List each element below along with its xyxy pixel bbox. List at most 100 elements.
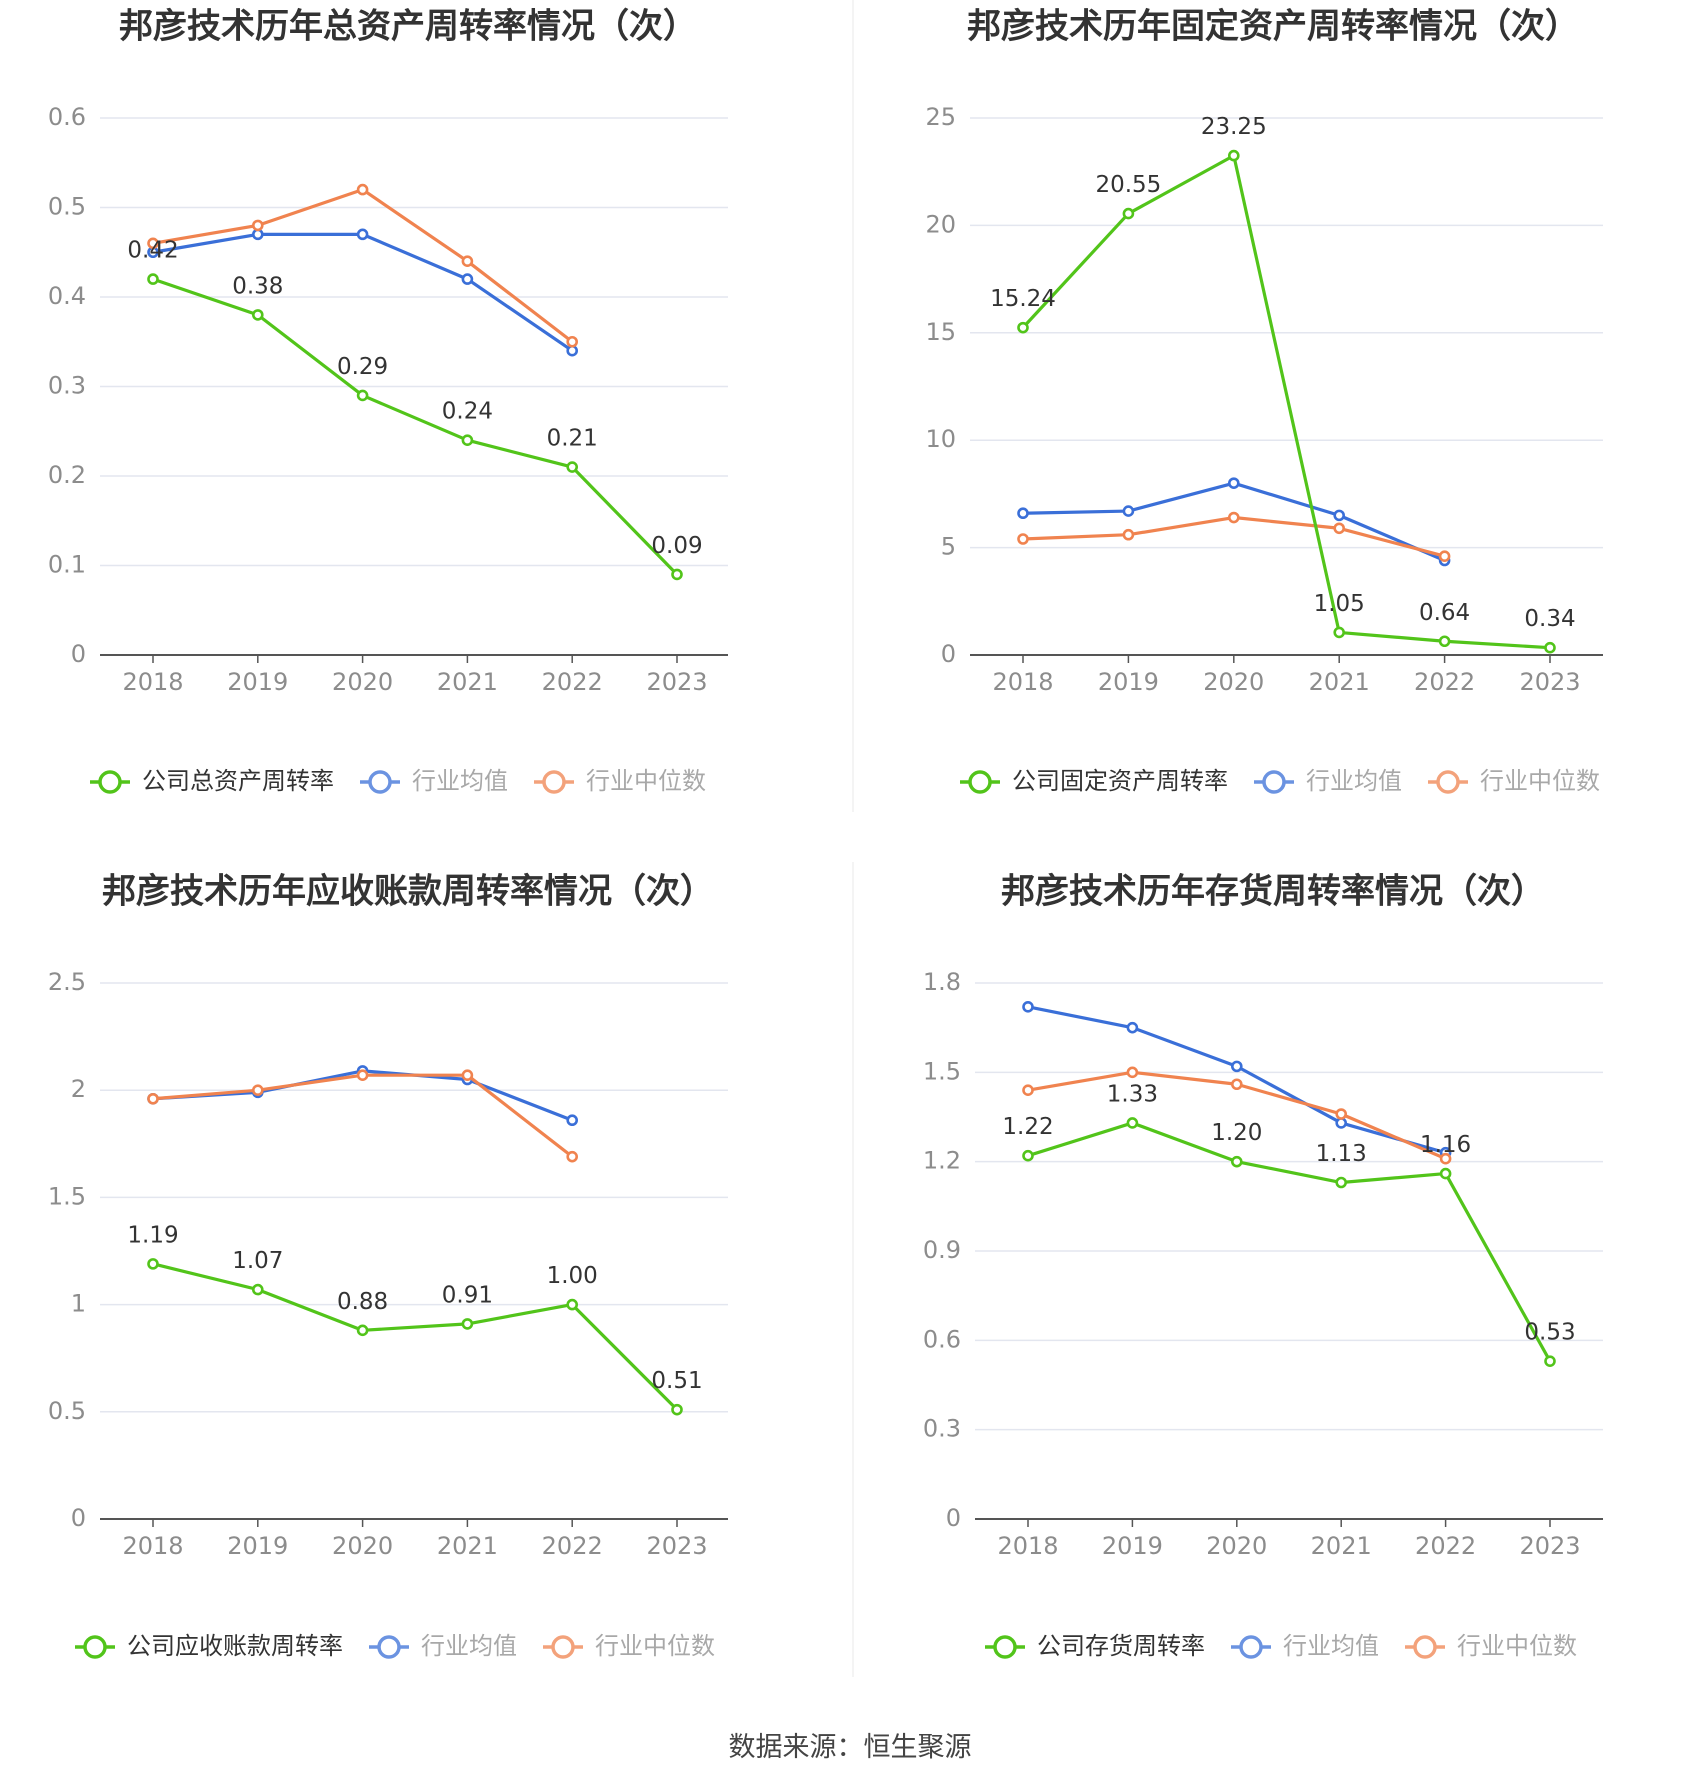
data-point-avg (1126, 1021, 1139, 1034)
legend-label: 公司应收账款周转率 (127, 1632, 343, 1660)
data-point-median (1335, 1108, 1347, 1120)
data-point-median (1231, 1078, 1243, 1091)
y-tick-label: 0.5 (48, 193, 86, 221)
data-point-median (147, 237, 159, 250)
series-line-median (152, 1073, 574, 1158)
chart-title: 邦彦技术历年应收账款周转率情况（次） (102, 872, 714, 912)
x-tick-label: 2021 (1309, 668, 1370, 696)
data-label: 0.91 (442, 1282, 493, 1308)
y-tick-label: 25 (925, 103, 956, 131)
legend-marker (1413, 1635, 1437, 1659)
legend-label: 行业均值 (421, 1632, 517, 1660)
y-tick-label: 0 (946, 1504, 961, 1532)
x-tick-label: 2023 (646, 668, 707, 696)
data-point-median (461, 255, 474, 268)
data-label: 23.25 (1201, 114, 1267, 140)
data-point-company (1122, 207, 1135, 220)
legend-marker (542, 770, 566, 794)
y-tick-label: 1.8 (923, 968, 961, 996)
legend-label: 行业中位数 (586, 767, 706, 795)
series-line-company (152, 1262, 679, 1411)
x-tick-label: 2022 (542, 668, 603, 696)
data-label: 0.09 (651, 533, 702, 559)
y-tick-label: 2 (71, 1075, 86, 1103)
x-tick-label: 2019 (1098, 668, 1159, 696)
data-label: 0.38 (232, 273, 283, 299)
data-point-company (1335, 1176, 1347, 1189)
legend-marker (368, 770, 392, 794)
legend-item-median: 行业中位数 (543, 1632, 715, 1660)
data-label: 0.64 (1419, 600, 1470, 626)
data-label: 0.34 (1524, 606, 1575, 632)
data-label: 1.19 (127, 1222, 178, 1248)
legend-item-avg: 行业均值 (369, 1632, 517, 1660)
data-point-company (356, 389, 369, 402)
data-point-company (251, 309, 264, 321)
x-tick-label: 2020 (1206, 1532, 1267, 1560)
data-label: 0.29 (337, 354, 388, 380)
data-point-median (461, 1069, 474, 1081)
data-point-median (1439, 1152, 1452, 1165)
data-point-median (147, 1092, 159, 1105)
data-point-company (1228, 149, 1240, 162)
data-point-median (356, 1069, 369, 1081)
data-point-median (1017, 533, 1029, 545)
series-line-company (1021, 153, 1551, 650)
x-tick-label: 2019 (227, 668, 288, 696)
legend-label: 行业中位数 (595, 1632, 715, 1660)
chart-title: 邦彦技术历年总资产周转率情况（次） (119, 7, 697, 47)
data-point-median (251, 1084, 264, 1096)
x-tick-label: 2021 (1311, 1532, 1372, 1560)
data-label: 0.88 (337, 1289, 388, 1315)
y-tick-label: 1 (71, 1290, 86, 1318)
data-label: 1.20 (1211, 1120, 1262, 1146)
data-point-company (671, 1403, 683, 1416)
data-label: 1.33 (1107, 1081, 1158, 1107)
data-point-median (566, 1150, 579, 1163)
data-point-avg (461, 273, 474, 285)
data-point-company (566, 1298, 579, 1311)
y-tick-label: 0 (71, 640, 86, 668)
data-label: 15.24 (990, 286, 1056, 312)
legend-marker (377, 1635, 401, 1659)
legend-marker (98, 770, 122, 794)
x-tick-label: 2021 (437, 668, 498, 696)
x-tick-label: 2022 (1415, 1532, 1476, 1560)
data-point-median (1122, 528, 1135, 541)
y-tick-label: 0.2 (48, 461, 86, 489)
data-label: 1.16 (1420, 1132, 1471, 1158)
legend-item-company: 公司固定资产周转率 (960, 767, 1228, 795)
legend-marker (1239, 1635, 1263, 1659)
data-label: 1.05 (1314, 591, 1365, 617)
x-tick-label: 2022 (1414, 668, 1475, 696)
y-tick-label: 0.5 (48, 1397, 86, 1425)
y-tick-label: 2.5 (48, 968, 86, 996)
data-point-company (1126, 1117, 1139, 1129)
y-tick-label: 1.2 (923, 1147, 961, 1175)
data-point-avg (356, 228, 369, 241)
legend-label: 公司存货周转率 (1037, 1632, 1205, 1660)
data-point-avg (566, 344, 579, 357)
chart-title: 邦彦技术历年固定资产周转率情况（次） (967, 7, 1579, 47)
x-tick-label: 2023 (1519, 668, 1580, 696)
x-tick-label: 2023 (646, 1532, 707, 1560)
x-tick-label: 2021 (437, 1532, 498, 1560)
legend-item-median: 行业中位数 (1405, 1632, 1577, 1660)
legend-label: 行业均值 (1283, 1632, 1379, 1660)
chart-title: 邦彦技术历年存货周转率情况（次） (1001, 872, 1545, 912)
data-point-avg (566, 1114, 579, 1127)
data-source: 数据来源：恒生聚源 (728, 1732, 972, 1763)
y-tick-label: 5 (941, 533, 956, 561)
chart-1: 邦彦技术历年总资产周转率情况（次） 0 0.1 0.2 0.3 0.4 0.5 0.6 2018… (48, 7, 728, 795)
legend-label: 行业均值 (412, 767, 508, 795)
legend-label: 行业中位数 (1480, 767, 1600, 795)
y-tick-label: 10 (925, 425, 956, 453)
x-tick-label: 2020 (332, 668, 393, 696)
legend-item-avg: 行业均值 (1254, 767, 1402, 795)
legend-marker (1262, 770, 1286, 794)
data-label: 0.51 (651, 1368, 702, 1394)
data-point-median (566, 335, 579, 348)
data-point-company (671, 568, 683, 581)
